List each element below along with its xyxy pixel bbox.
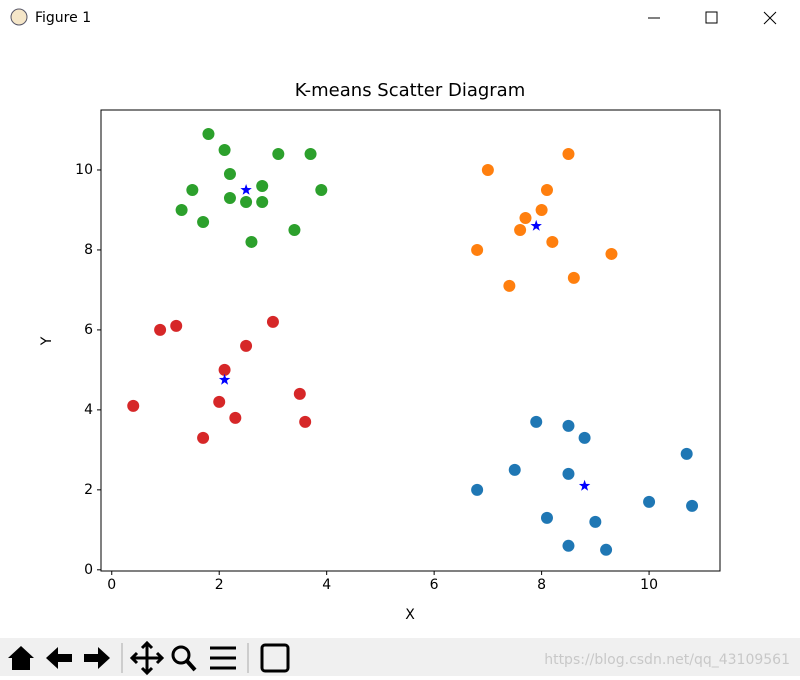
point [589, 515, 602, 528]
point [197, 431, 210, 444]
y-tick-label: 8 [84, 242, 93, 258]
point [562, 147, 575, 160]
point [562, 539, 575, 552]
toolbar-graphics: https://blog.csdn.net/qq_43109561 [8, 640, 790, 676]
point [471, 483, 484, 496]
app-icon [10, 8, 28, 26]
point [519, 211, 532, 224]
plot-area [100, 109, 721, 572]
point [213, 395, 226, 408]
point [223, 167, 236, 180]
centroid [218, 373, 231, 385]
point [546, 235, 559, 248]
pan-button[interactable] [129, 640, 165, 676]
point [304, 147, 317, 160]
point [202, 127, 215, 140]
x-tick-label: 4 [322, 577, 331, 593]
zoom-button[interactable] [171, 645, 191, 665]
point [127, 399, 140, 412]
point [605, 247, 618, 260]
y-tick-label: 0 [84, 562, 93, 578]
point [170, 319, 183, 332]
centroid [578, 479, 591, 491]
point [240, 195, 253, 208]
save-button[interactable] [260, 643, 290, 673]
point [245, 235, 258, 248]
point [600, 543, 613, 556]
maximize-button[interactable] [705, 11, 718, 24]
x-tick-label: 10 [640, 577, 658, 593]
x-tick-label: 2 [215, 577, 224, 593]
point [256, 195, 269, 208]
point [197, 215, 210, 228]
point [175, 203, 188, 216]
chart-title: K-means Scatter Diagram [295, 80, 526, 101]
back-button[interactable] [46, 647, 72, 669]
title-bar: Figure 1 [0, 0, 800, 36]
y-tick-label: 4 [84, 402, 93, 418]
point [293, 387, 306, 400]
point [288, 223, 301, 236]
point [266, 315, 279, 328]
point [315, 183, 328, 196]
point [218, 143, 231, 156]
point [154, 323, 167, 336]
point [186, 183, 199, 196]
centroid [240, 184, 252, 195]
title-bar-graphics: Figure 1 [10, 8, 777, 26]
point [540, 183, 553, 196]
toolbar: https://blog.csdn.net/qq_43109561 [0, 638, 800, 676]
configure-button[interactable] [210, 646, 236, 670]
x-tick-label: 0 [107, 577, 116, 593]
y-axis-label: Y [39, 336, 55, 346]
point [643, 495, 656, 508]
figure: K-means Scatter Diagram X Y 0 2 4 6 8 10 0 2 4 6 8… [39, 80, 721, 623]
point [503, 279, 516, 292]
point [229, 411, 242, 424]
point [272, 147, 285, 160]
point [562, 467, 575, 480]
y-tick-label: 2 [84, 482, 93, 498]
y-tick-label: 6 [84, 322, 93, 338]
point [540, 511, 553, 524]
point [481, 163, 494, 176]
home-button[interactable] [8, 646, 34, 670]
point [567, 271, 580, 284]
window-title: Figure 1 [35, 10, 91, 26]
centroid [530, 219, 542, 231]
point [240, 339, 253, 352]
point [680, 447, 693, 460]
point [535, 203, 548, 216]
point [686, 499, 699, 512]
point [530, 415, 543, 428]
point [578, 431, 591, 444]
x-tick-label: 8 [537, 577, 546, 593]
point [256, 179, 269, 192]
watermark: https://blog.csdn.net/qq_43109561 [544, 652, 790, 668]
point [562, 419, 575, 432]
x-axis-label: X [405, 607, 415, 623]
point [223, 191, 236, 204]
point [299, 415, 312, 428]
point [514, 223, 527, 236]
y-tick-label: 10 [75, 162, 93, 178]
point [218, 363, 231, 376]
forward-button[interactable] [84, 647, 110, 669]
x-tick-label: 6 [430, 577, 439, 593]
point [471, 243, 484, 256]
point [508, 463, 521, 476]
zoom-handle [185, 659, 197, 672]
close-button[interactable] [763, 11, 777, 25]
